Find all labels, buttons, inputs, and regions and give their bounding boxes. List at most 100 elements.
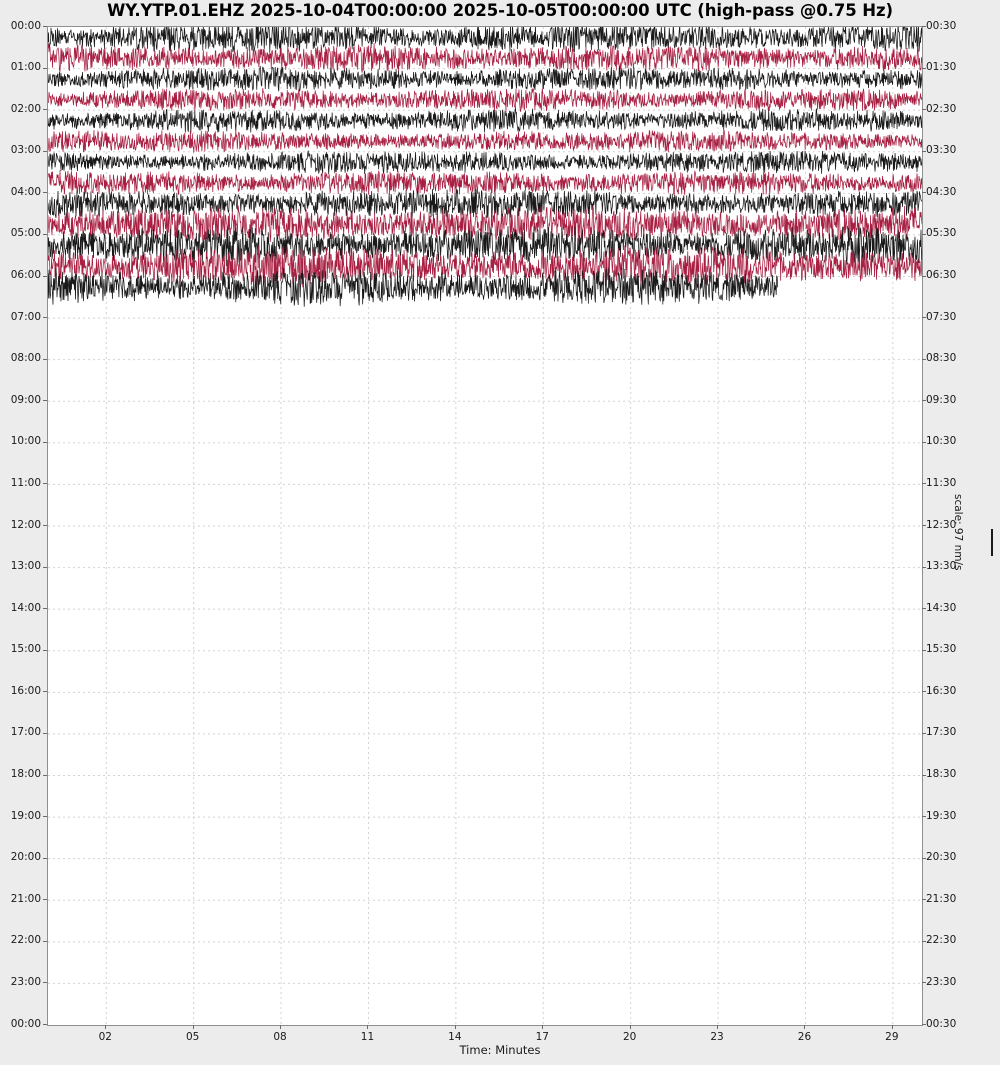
y-tick-left-label: 19:00 xyxy=(10,809,41,822)
y-tick-right-mark xyxy=(922,608,926,610)
x-tick-mark xyxy=(105,1025,107,1029)
x-axis-label: Time: Minutes xyxy=(459,1043,541,1057)
y-tick-left-mark xyxy=(43,732,47,734)
y-tick-right-label: 17:30 xyxy=(926,726,957,739)
y-tick-left-mark xyxy=(43,566,47,568)
y-tick-right-label: 10:30 xyxy=(926,435,957,448)
y-tick-left-label: 22:00 xyxy=(10,934,41,947)
trace-row xyxy=(48,188,922,219)
y-tick-left-mark xyxy=(43,317,47,319)
y-tick-left-label: 18:00 xyxy=(10,768,41,780)
y-tick-left-mark xyxy=(43,26,47,27)
y-tick-left-mark xyxy=(43,233,47,235)
y-tick-left-label: 03:00 xyxy=(10,144,41,157)
y-tick-left-mark xyxy=(43,358,47,360)
y-tick-left-mark xyxy=(43,441,47,443)
y-tick-right-label: 09:30 xyxy=(926,393,957,406)
y-tick-right-label: 00:30 xyxy=(926,19,957,32)
y-tick-right-label: 07:30 xyxy=(926,310,957,323)
y-tick-right-label: 06:30 xyxy=(926,269,957,281)
y-tick-right-label: 04:30 xyxy=(926,185,957,198)
y-tick-right-label: 22:30 xyxy=(926,934,957,947)
y-tick-right-mark xyxy=(922,525,926,526)
y-tick-right-label: 02:30 xyxy=(926,102,957,115)
y-tick-left-mark xyxy=(43,483,47,485)
y-tick-left-mark xyxy=(43,525,47,526)
y-tick-right-label: 12:30 xyxy=(926,518,957,531)
y-tick-left-mark xyxy=(43,816,47,818)
y-tick-left-label: 16:00 xyxy=(10,684,41,697)
x-tick-mark xyxy=(367,1025,369,1029)
y-tick-left-mark xyxy=(43,400,47,402)
y-tick-left-label: 04:00 xyxy=(10,185,41,198)
x-tick-label: 23 xyxy=(710,1031,724,1043)
y-tick-right-mark xyxy=(922,691,926,693)
y-tick-left-mark xyxy=(43,982,47,984)
x-tick-mark xyxy=(891,1025,893,1029)
y-tick-left-mark xyxy=(43,275,47,277)
y-tick-right-label: 11:30 xyxy=(926,476,957,489)
seismic-traces xyxy=(48,27,922,307)
x-tick-label: 05 xyxy=(185,1031,200,1043)
y-tick-left-mark xyxy=(43,774,47,776)
y-tick-left-label: 23:00 xyxy=(10,975,41,988)
y-tick-right-label: 01:30 xyxy=(926,61,957,74)
trace-row xyxy=(48,225,922,267)
trace-row xyxy=(48,245,922,288)
y-tick-right-mark xyxy=(922,67,926,69)
y-tick-right-mark xyxy=(922,317,926,319)
y-tick-left-mark xyxy=(43,192,47,194)
y-tick-right-label: 05:30 xyxy=(926,227,957,240)
y-tick-right-mark xyxy=(922,441,926,443)
y-tick-right-label: 21:30 xyxy=(926,892,957,905)
x-tick-label: 26 xyxy=(797,1031,812,1043)
y-tick-right-mark xyxy=(922,109,926,111)
y-tick-left-mark xyxy=(43,940,47,942)
y-tick-right-label: 13:30 xyxy=(926,560,957,573)
trace-row xyxy=(48,65,922,92)
y-tick-left-label: 09:00 xyxy=(10,393,41,406)
y-tick-left-label: 10:00 xyxy=(10,435,41,448)
y-tick-right-mark xyxy=(922,732,926,734)
y-tick-left-mark xyxy=(43,899,47,901)
y-tick-left-label: 14:00 xyxy=(10,601,41,614)
y-tick-right-mark xyxy=(922,940,926,942)
y-tick-right-label: 03:30 xyxy=(926,144,957,157)
y-tick-right-label: 14:30 xyxy=(926,601,957,614)
x-tick-mark xyxy=(629,1025,631,1029)
y-tick-right-mark xyxy=(922,275,926,277)
y-tick-left-label: 21:00 xyxy=(10,892,41,905)
y-tick-right-mark xyxy=(922,649,926,651)
x-tick-mark xyxy=(804,1025,806,1029)
y-tick-right-label: 16:30 xyxy=(926,684,957,697)
plot-area[interactable] xyxy=(47,26,923,1026)
y-tick-right-mark xyxy=(922,982,926,984)
x-tick-mark xyxy=(454,1025,456,1029)
y-tick-right-mark xyxy=(922,857,926,859)
scale-annotation: scale: 97 nm/s xyxy=(952,494,964,571)
y-tick-right-mark xyxy=(922,483,926,485)
x-tick-label: 20 xyxy=(622,1031,637,1043)
x-tick-mark xyxy=(280,1025,282,1029)
y-tick-right-mark xyxy=(922,26,926,27)
y-tick-right-label: 00:30 xyxy=(926,1017,957,1030)
y-tick-left-mark xyxy=(43,649,47,651)
trace-row xyxy=(48,88,922,113)
trace-row xyxy=(48,170,922,197)
y-tick-right-label: 20:30 xyxy=(926,851,957,864)
y-tick-right-mark xyxy=(922,774,926,776)
y-tick-left-label: 08:00 xyxy=(10,352,41,365)
trace-row xyxy=(48,27,922,53)
y-tick-left-mark xyxy=(43,109,47,111)
y-tick-left-label: 02:00 xyxy=(10,102,41,115)
y-tick-right-mark xyxy=(922,150,926,152)
x-tick-label: 17 xyxy=(535,1031,549,1043)
y-tick-right-label: 19:30 xyxy=(926,809,957,822)
y-tick-right-mark xyxy=(922,400,926,402)
y-tick-left-label: 00:00 xyxy=(10,1017,41,1030)
y-tick-left-label: 11:00 xyxy=(10,476,41,489)
y-tick-right-label: 18:30 xyxy=(926,768,957,780)
trace-row xyxy=(48,267,779,307)
y-tick-right-mark xyxy=(922,233,926,235)
trace-row xyxy=(48,205,922,243)
